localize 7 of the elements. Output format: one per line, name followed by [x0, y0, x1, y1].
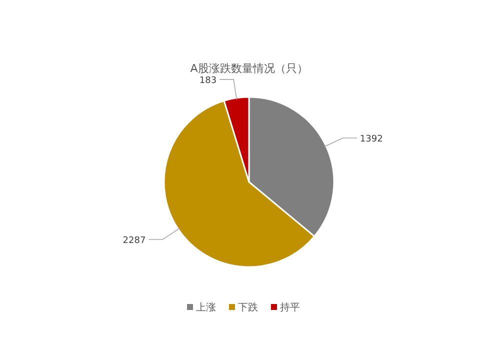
data-label: 1392	[360, 134, 383, 144]
legend-label: 上涨	[196, 302, 216, 314]
legend-label: 下跌	[238, 302, 258, 314]
data-label: 2287	[122, 236, 146, 246]
data-label: 183	[199, 76, 217, 86]
legend-label: 持平	[280, 302, 300, 314]
chart-title: A股涨跌数量情况（只）	[190, 62, 308, 75]
